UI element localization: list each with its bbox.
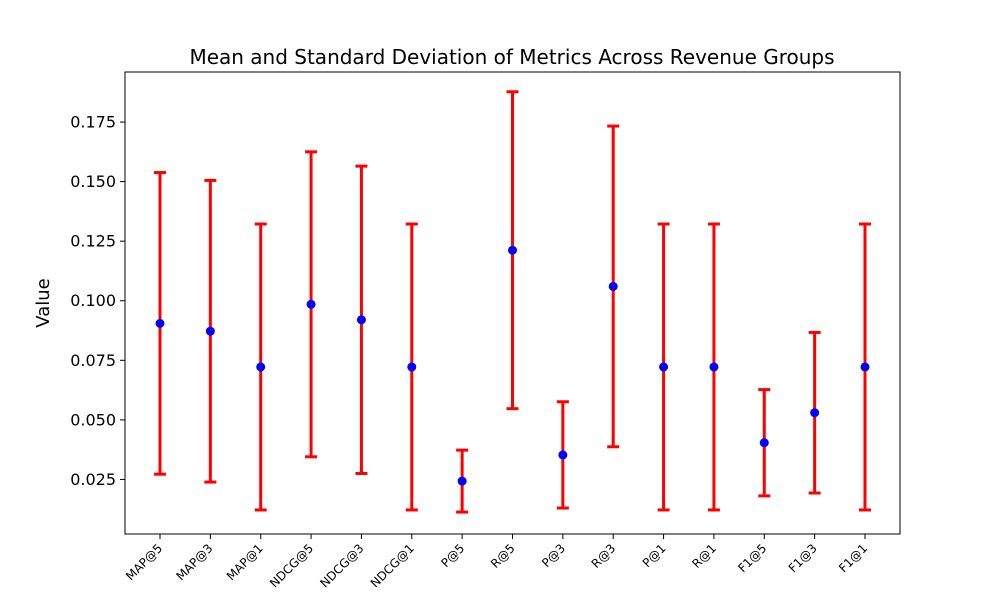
x-tick-label: MAP@3	[173, 541, 215, 583]
y-axis-label: Value	[33, 278, 54, 327]
mean-point	[457, 476, 467, 486]
mean-point	[860, 362, 870, 372]
x-tick-label: R@1	[689, 541, 719, 571]
mean-point	[205, 326, 215, 336]
x-tick-label: MAP@5	[123, 541, 165, 583]
mean-point	[356, 315, 366, 325]
mean-point	[407, 362, 417, 372]
mean-point	[759, 438, 769, 448]
mean-point	[810, 408, 820, 418]
marks-layer: 0.025 0.050 0.075 0.100 0.125 0.150 0.175 MAP@5…	[70, 90, 871, 590]
y-tick-label: 0.150	[70, 172, 116, 191]
x-tick-label: R@5	[488, 541, 518, 571]
y-tick-label: 0.125	[70, 232, 116, 251]
x-tick-label: F1@5	[735, 541, 769, 575]
mean-point	[306, 299, 316, 309]
y-tick-label: 0.075	[70, 351, 116, 370]
mean-point	[659, 362, 669, 372]
mean-point	[508, 245, 517, 255]
x-tick-label: P@5	[438, 541, 467, 570]
x-tick-label: NDCG@3	[317, 541, 366, 590]
mean-point	[256, 362, 266, 372]
chart-title: Mean and Standard Deviation of Metrics A…	[189, 45, 834, 69]
x-tick-label: MAP@1	[224, 541, 266, 583]
x-tick-label: P@3	[539, 541, 568, 570]
x-tick-label: F1@3	[786, 541, 820, 575]
y-tick-label: 0.175	[70, 113, 116, 132]
x-tick-label: R@3	[589, 541, 619, 571]
x-tick-label: NDCG@5	[267, 541, 316, 590]
mean-point	[709, 362, 719, 372]
y-tick-label: 0.100	[70, 291, 116, 310]
y-tick-label: 0.025	[70, 470, 116, 489]
y-tick-label: 0.050	[70, 410, 116, 429]
x-tick-label: NDCG@1	[368, 541, 417, 590]
mean-point	[155, 318, 165, 328]
x-tick-label: P@1	[640, 541, 669, 570]
x-tick-label: F1@1	[836, 541, 870, 575]
mean-point	[558, 450, 568, 460]
mean-point	[608, 281, 618, 291]
